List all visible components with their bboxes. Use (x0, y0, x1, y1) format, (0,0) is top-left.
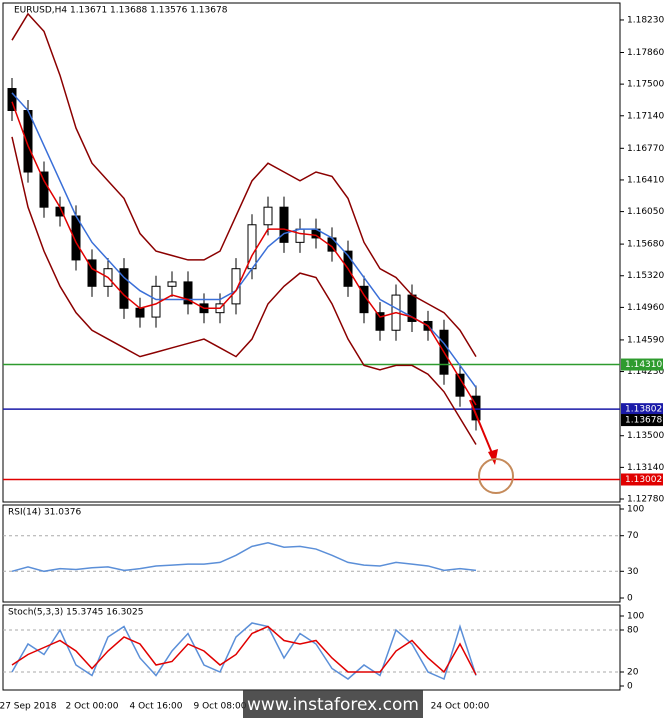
level-label: 1.13802 (625, 405, 662, 415)
y-tick-label: 1.12780 (627, 495, 664, 505)
series-line (11, 101, 477, 406)
rsi-panel (2, 504, 621, 603)
y-tick-label: 1.13140 (627, 463, 664, 473)
chart-title: EURUSD,H4 1.13671 1.13688 1.13576 1.1367… (14, 6, 228, 16)
watermark: www.instaforex.com (247, 695, 419, 715)
arrow-head (488, 449, 498, 465)
y-tick-label: 1.17860 (627, 48, 664, 58)
y-tick-label: 80 (627, 626, 639, 636)
level-label: 1.13002 (625, 475, 662, 485)
x-tick-label: 24 Oct 00:00 (431, 702, 490, 712)
x-tick-label: 27 Sep 2018 (0, 702, 57, 712)
y-tick-label: 1.14960 (627, 303, 664, 313)
main-panel (2, 2, 621, 503)
candle-body (471, 395, 481, 421)
y-tick-label: 1.17500 (627, 80, 664, 90)
marks: 1.18230 1.17860 1.17500 1.17140 1.16770 1.164… (0, 12, 664, 712)
candle-body (167, 281, 177, 287)
y-tick-label: 1.16410 (627, 175, 664, 185)
series-line (11, 92, 477, 388)
x-tick-label: 9 Oct 08:00 (194, 702, 247, 712)
y-tick-label: 70 (627, 531, 639, 541)
y-tick-label: 1.14230 (627, 367, 664, 377)
y-tick-label: 1.15320 (627, 271, 664, 281)
x-tick-label: 2 Oct 00:00 (66, 702, 119, 712)
arrow-shaft (469, 399, 495, 459)
y-tick-label: 100 (627, 612, 644, 622)
series-line (11, 542, 477, 573)
candle-body (263, 206, 273, 226)
level-tag (621, 358, 663, 371)
series-line (11, 12, 477, 358)
y-tick-label: 1.18230 (627, 15, 664, 25)
y-tick-label: 1.14590 (627, 335, 664, 345)
y-tick-label: 1.16050 (627, 207, 664, 217)
y-tick-label: 1.13500 (627, 431, 664, 441)
candle-body (119, 268, 129, 309)
y-tick-label: 1.15680 (627, 240, 664, 250)
level-label: 1.13678 (625, 416, 662, 426)
candle-body (23, 109, 33, 173)
y-tick-label: 1.16770 (627, 144, 664, 154)
candle-body (135, 307, 145, 318)
y-tick-label: 100 (627, 505, 644, 515)
watermark-box (243, 690, 423, 718)
candle-body (87, 259, 97, 287)
stoch-title: Stoch(5,3,3) 15.3745 16.3025 (8, 608, 143, 618)
candle-body (279, 206, 289, 243)
candle-body (295, 228, 305, 243)
level-label: 1.14310 (625, 360, 662, 370)
y-tick-label: 1.17140 (627, 111, 664, 121)
series-line (11, 136, 477, 445)
rsi-title: RSI(14) 31.0376 (8, 508, 81, 518)
target-circle (478, 458, 514, 494)
level-tag (621, 403, 663, 416)
y-tick-label: 0 (627, 682, 633, 692)
level-tag (621, 414, 663, 427)
candle-body (183, 281, 193, 305)
level-tag (621, 473, 663, 486)
y-tick-label: 30 (627, 567, 639, 577)
y-tick-label: 0 (627, 594, 633, 604)
x-tick-label: 4 Oct 16:00 (130, 702, 183, 712)
candle-body (375, 312, 385, 331)
y-tick-label: 20 (627, 668, 639, 678)
series-line (11, 622, 477, 681)
candle-body (7, 88, 17, 111)
candle-body (39, 171, 49, 208)
series-line (11, 625, 477, 676)
